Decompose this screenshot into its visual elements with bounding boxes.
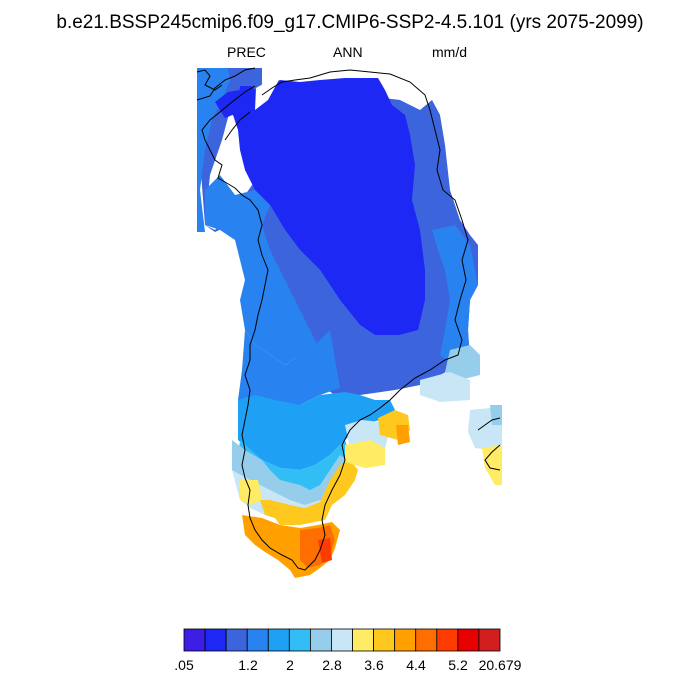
region-east-lightblue xyxy=(445,345,480,380)
colorbar-tick-label: .05 xyxy=(174,657,194,673)
colorbar-swatch xyxy=(394,628,417,652)
colorbar xyxy=(183,628,501,652)
colorbar-swatch xyxy=(183,628,206,652)
colorbar-tick-label: 20.679 xyxy=(478,657,522,673)
colorbar-tick-label: 2.8 xyxy=(322,657,342,673)
colorbar-swatch xyxy=(352,628,374,652)
colorbar-swatch xyxy=(415,628,438,652)
colorbar-swatch xyxy=(246,628,269,652)
colorbar-tick-label: 2 xyxy=(286,657,294,673)
region-north-edge xyxy=(197,68,230,232)
ellesmere-coastline xyxy=(196,69,251,141)
iceland-coastline xyxy=(477,417,501,471)
colorbar-swatch xyxy=(204,628,227,652)
colorbar-tick-label: 5.2 xyxy=(448,657,468,673)
colorbar-swatch xyxy=(331,628,353,652)
colorbar-tick-label: 4.4 xyxy=(406,657,426,673)
region-east-pale xyxy=(420,372,470,402)
region-northwest-tip xyxy=(238,86,258,105)
colorbar-tick-label: 1.2 xyxy=(238,657,258,673)
colorbar-swatch xyxy=(478,628,501,652)
greenland-coastline xyxy=(196,67,469,571)
variable-label: PREC xyxy=(227,44,266,60)
units-label: mm/d xyxy=(432,44,467,60)
region-interior-blue xyxy=(262,205,440,392)
colorbar-swatch xyxy=(288,628,311,652)
strait-gap xyxy=(255,78,280,110)
colorbar-swatch xyxy=(457,628,480,652)
colorbar-swatch xyxy=(309,628,332,652)
colorbar-swatch xyxy=(225,628,248,652)
region-south-gold xyxy=(240,460,358,525)
region-interior-core xyxy=(232,78,425,335)
period-label: ANN xyxy=(333,44,363,60)
map-title: b.e21.BSSP245cmip6.f09_g17.CMIP6-SSP2-4.… xyxy=(56,12,644,33)
colorbar-tick-label: 3.6 xyxy=(364,657,384,673)
region-southeast-yellow xyxy=(345,440,385,468)
region-southeast-orange xyxy=(396,425,410,445)
iceland-light xyxy=(490,405,502,425)
colorbar-swatch xyxy=(267,628,290,652)
colorbar-swatch xyxy=(436,628,459,652)
region-south-yellow xyxy=(240,480,262,505)
region-east-coast xyxy=(432,225,478,368)
region-south-cyan xyxy=(238,392,395,470)
colorbar-swatch xyxy=(373,628,396,652)
iceland-yellow xyxy=(482,445,502,485)
coastline xyxy=(196,67,501,571)
precip-field xyxy=(197,68,502,578)
